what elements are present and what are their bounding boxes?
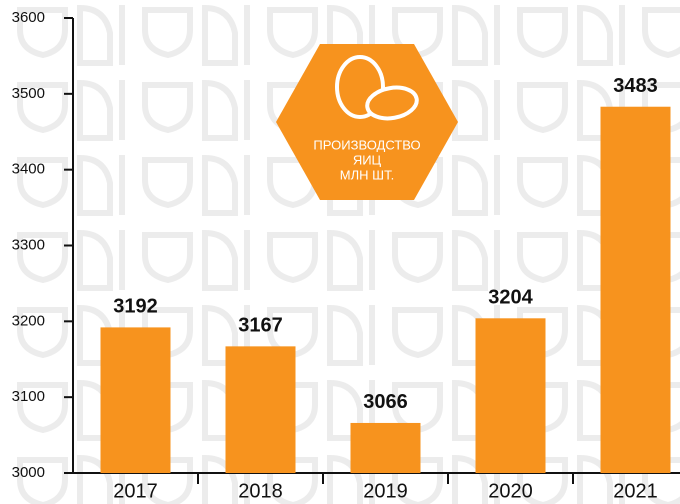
bar (225, 346, 296, 473)
chart-title: МЛН ШТ. (340, 167, 394, 182)
chart-title: ПРОИЗВОДСТВО (313, 137, 420, 152)
hexagon (276, 44, 458, 200)
x-tick-label: 2018 (238, 480, 283, 502)
value-label: 3192 (113, 296, 158, 318)
x-tick-label: 2021 (613, 480, 658, 502)
x-tick-label: 2017 (113, 480, 158, 502)
egg-icon (335, 55, 385, 119)
y-tick-label: 3100 (12, 388, 45, 405)
y-tick-label: 3600 (12, 9, 45, 26)
value-label: 3167 (238, 315, 283, 337)
value-label: 3066 (363, 391, 408, 413)
bar (600, 106, 671, 473)
y-tick-label: 3200 (12, 312, 45, 329)
value-label: 3204 (488, 287, 533, 309)
x-tick-label: 2020 (488, 480, 533, 502)
y-tick-label: 3400 (12, 161, 45, 178)
x-tick-label: 2019 (363, 480, 408, 502)
value-label: 3483 (613, 75, 658, 97)
y-tick-label: 3300 (12, 236, 45, 253)
chart-title: ЯИЦ (353, 152, 382, 167)
y-tick-label: 3500 (12, 85, 45, 102)
bar (100, 327, 171, 473)
y-tick-label: 3000 (12, 464, 45, 481)
bar (475, 318, 546, 473)
egg-icon (365, 85, 419, 121)
bar (350, 422, 421, 473)
